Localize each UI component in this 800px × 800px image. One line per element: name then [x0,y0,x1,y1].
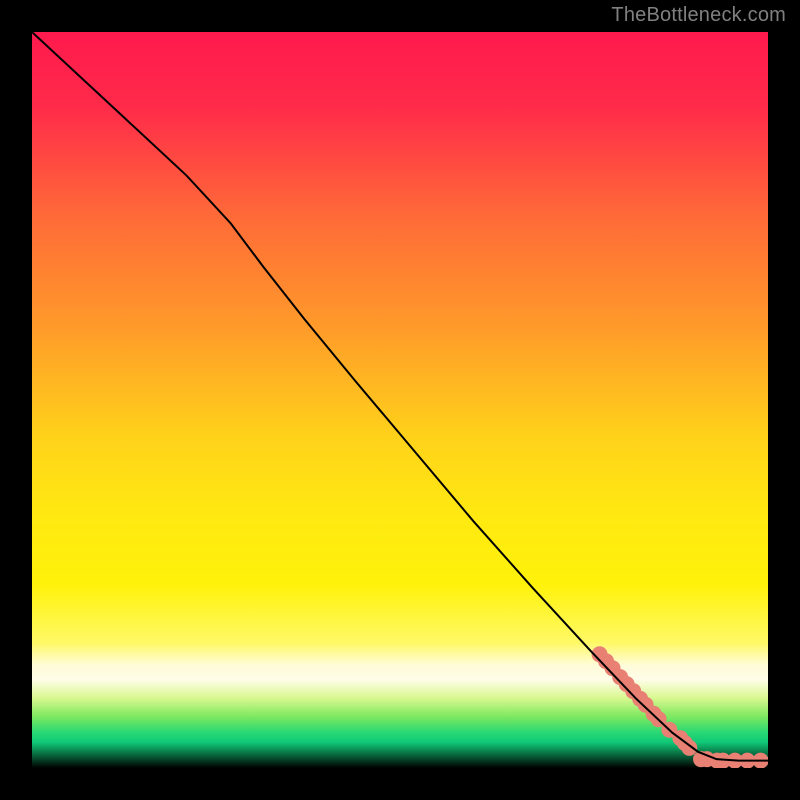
attribution-text: TheBottleneck.com [611,4,786,27]
plot-area [32,32,768,768]
data-markers [592,646,768,768]
chart-line-layer [32,32,768,768]
chart-line [32,32,768,761]
